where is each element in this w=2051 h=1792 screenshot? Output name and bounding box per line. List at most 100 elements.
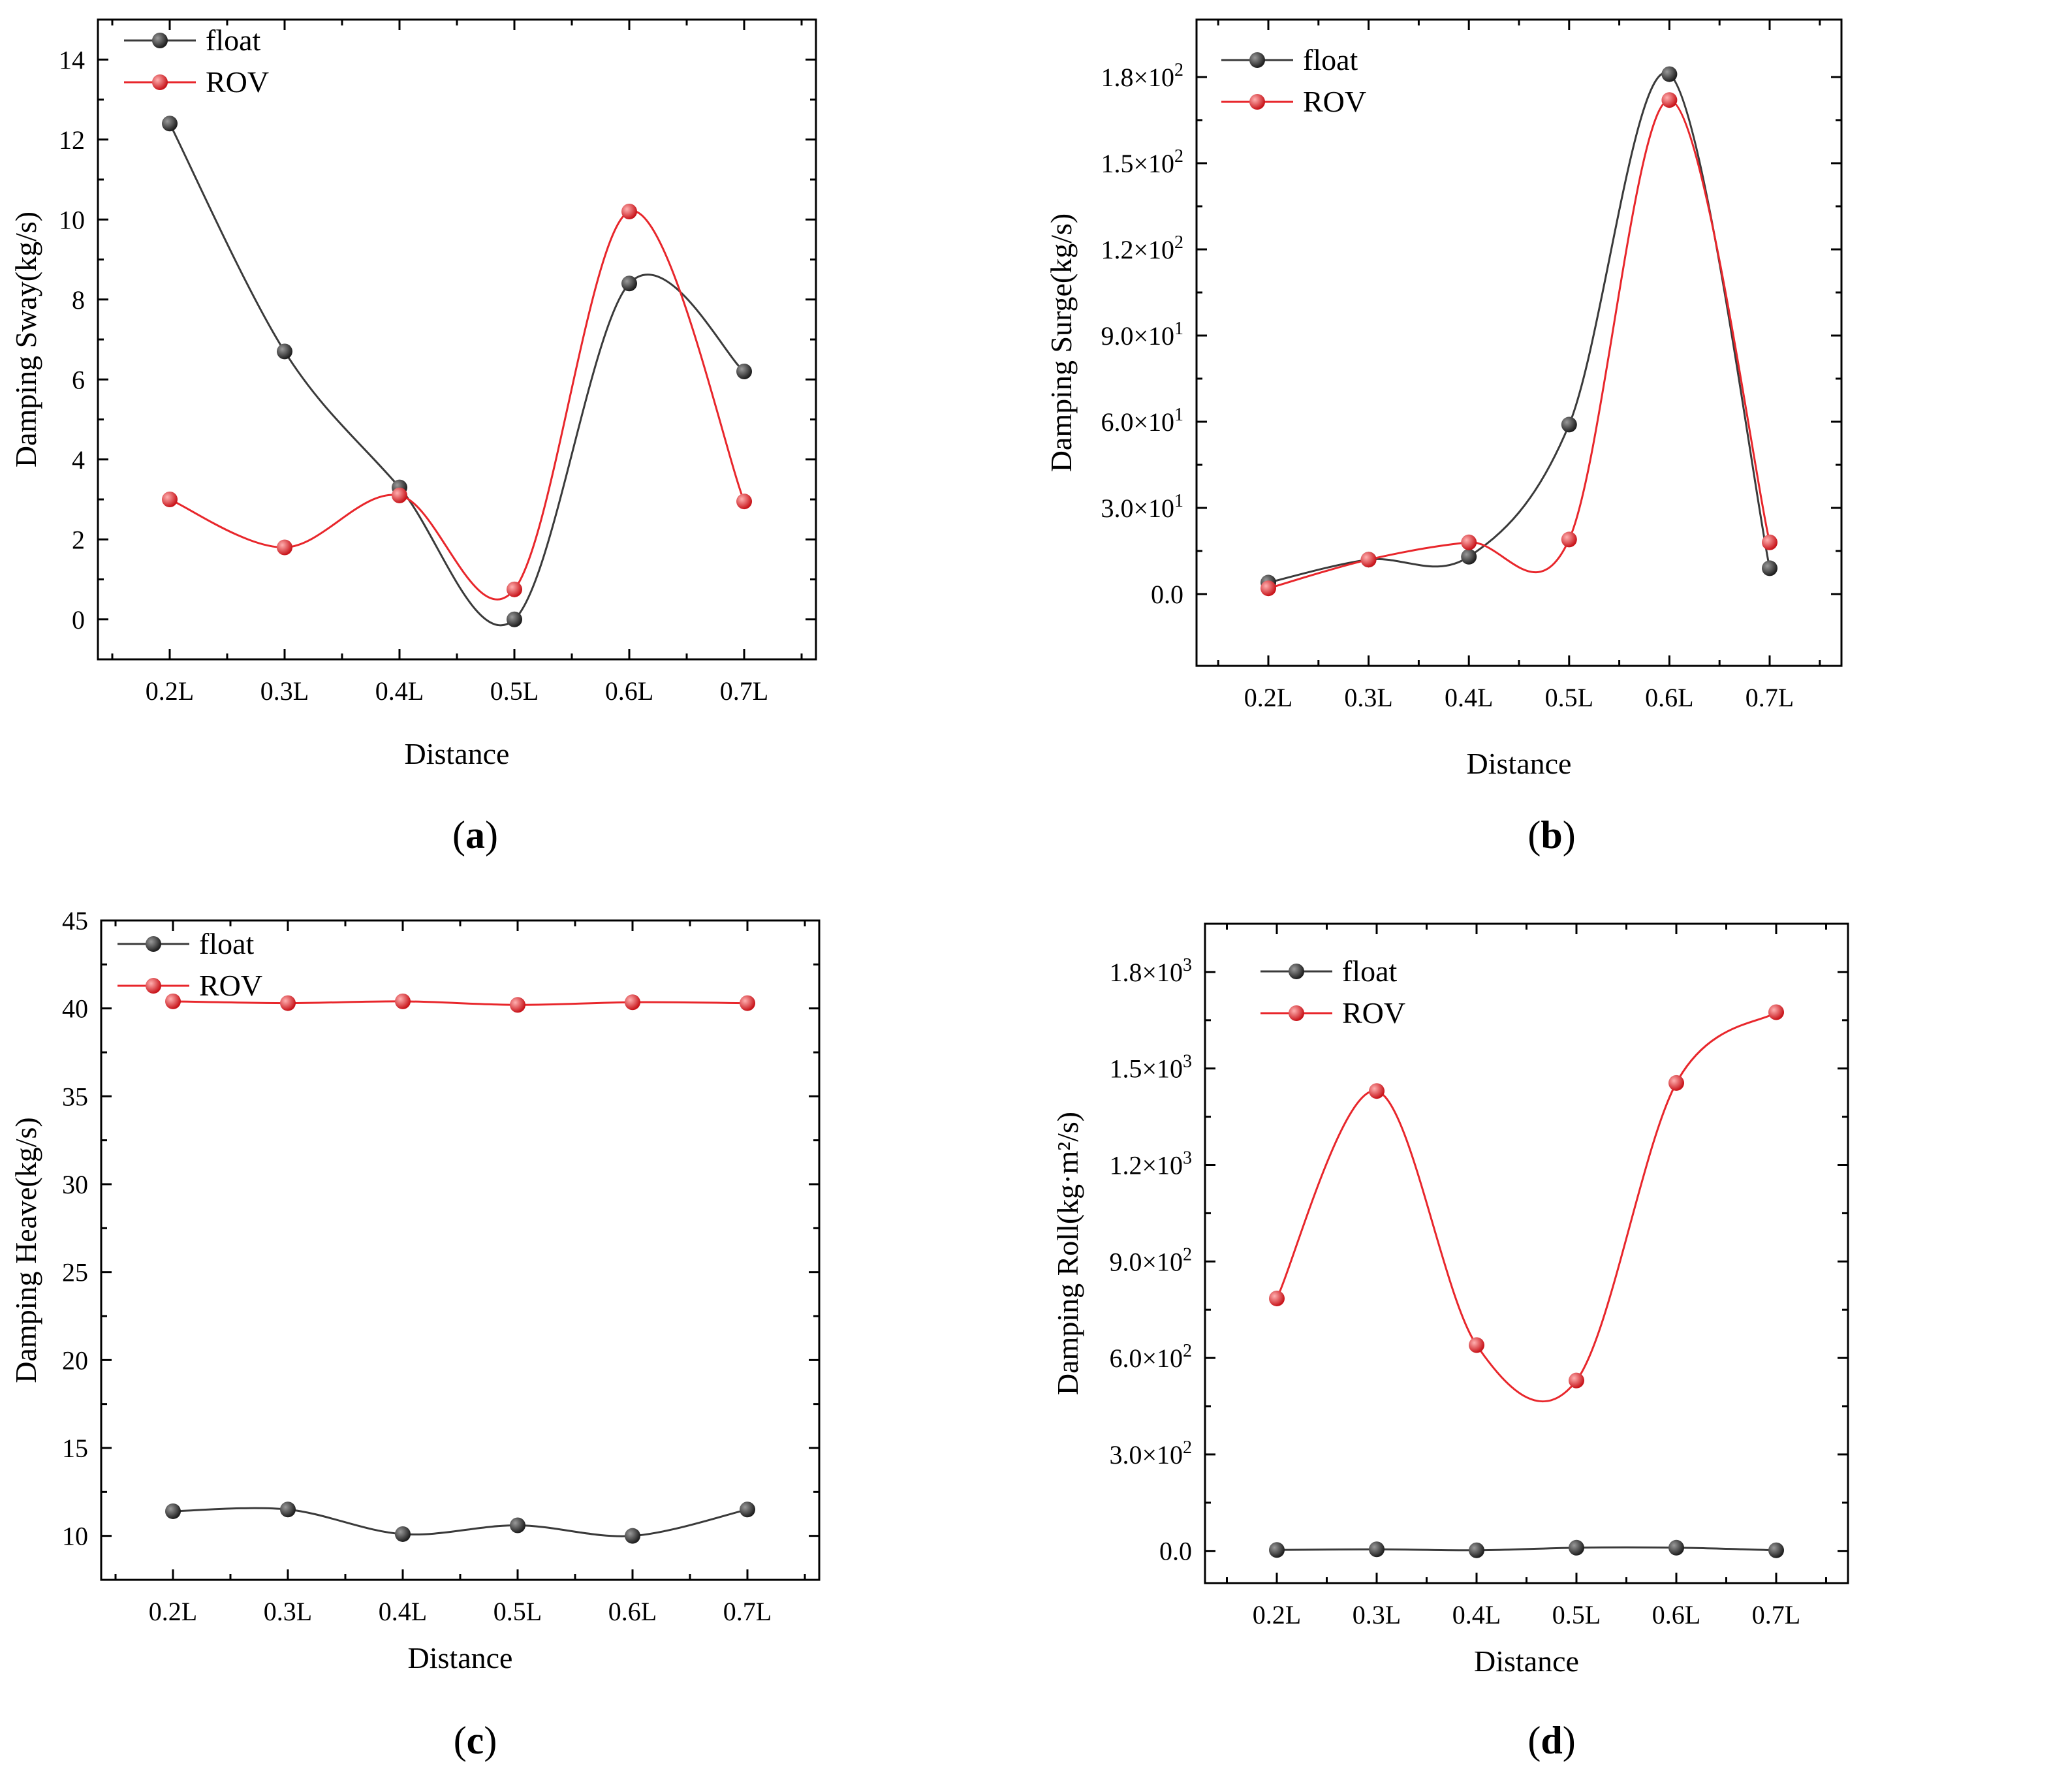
y-tick-label-c: 15 (62, 1434, 88, 1463)
series-line-float-d (1276, 1546, 1777, 1552)
data-point-rov-b (1561, 531, 1577, 548)
data-point-rov-b (1762, 534, 1777, 550)
y-axis-label-d: Damping Roll(kg·m²/s) (1051, 1112, 1084, 1395)
y-tick-label-d: 1.8×103 (1109, 955, 1192, 987)
data-point-rov-a (621, 204, 637, 219)
chart-c-svg: 10 15 20 25 30 35 40 45 0.2L 0.3L 0.4L 0.5L 0.6L 0.7L… (9, 906, 821, 1674)
y-tick-label-b: 1.5×102 (1101, 146, 1183, 178)
y-tick-label-c: 25 (62, 1258, 88, 1287)
data-point-rov-d (1369, 1083, 1385, 1099)
data-point-float-c (510, 1517, 525, 1533)
y-tick-label-a: 6 (72, 365, 85, 394)
data-point-float-d (1269, 1542, 1285, 1558)
data-point-float-c (740, 1501, 755, 1518)
caption-b: (b) (1527, 813, 1576, 857)
x-axis-label-b: Distance (1467, 747, 1572, 780)
y-tick-label-d: 1.2×103 (1109, 1148, 1192, 1180)
data-point-float-c (280, 1501, 296, 1518)
y-axis-label-b: Damping Surge(kg/s) (1044, 213, 1078, 473)
x-tick-label-c: 0.6L (608, 1597, 657, 1626)
data-point-float-a (277, 343, 292, 360)
data-point-rov-d (1469, 1337, 1484, 1353)
data-point-float-d (1569, 1539, 1584, 1556)
series-line-rov-b (1268, 99, 1771, 589)
y-tick-label-a: 8 (72, 285, 85, 315)
chart-a-svg: 0 2 4 6 8 10 12 14 0.2L 0.3L 0.4L 0.5L 0.6L 0.7L Dista… (9, 18, 817, 770)
data-point-rov-a (277, 539, 292, 556)
x-axis-label-a: Distance (405, 737, 510, 770)
legend-label-float-a: float (206, 24, 261, 57)
legend-marker-rov-b (1249, 94, 1265, 110)
series-line-float-a (168, 123, 745, 627)
series-line-rov-a (169, 210, 745, 601)
x-tick-label-d: 0.6L (1652, 1600, 1700, 1629)
y-tick-label-d: 1.5×103 (1109, 1052, 1192, 1084)
x-tick-label-a: 0.3L (260, 676, 309, 706)
x-tick-label-d: 0.4L (1452, 1600, 1501, 1629)
x-tick-label-c: 0.7L (723, 1597, 772, 1626)
data-point-rov-a (507, 581, 522, 597)
data-point-float-a (507, 611, 522, 627)
data-point-rov-c (510, 997, 525, 1013)
data-point-rov-d (1569, 1372, 1584, 1389)
x-tick-label-a: 0.2L (146, 676, 194, 706)
x-tick-label-a: 0.6L (605, 676, 653, 706)
legend-label-float-b: float (1303, 43, 1358, 76)
data-point-float-c (165, 1503, 181, 1519)
data-point-rov-d (1269, 1290, 1285, 1306)
y-tick-label-b: 3.0×101 (1101, 491, 1183, 523)
y-tick-label-a: 0 (72, 605, 85, 635)
x-tick-label-c: 0.5L (493, 1597, 542, 1626)
data-point-float-d (1768, 1542, 1784, 1558)
legend-label-float-c: float (199, 927, 255, 960)
data-point-float-b (1661, 66, 1678, 82)
data-point-float-d (1668, 1539, 1684, 1556)
x-tick-label-d: 0.7L (1752, 1600, 1800, 1629)
chart-panel-c: 10 15 20 25 30 35 40 45 0.2L 0.3L 0.4L 0.5L 0.6L 0.7L… (0, 894, 1018, 1792)
x-tick-label-d: 0.3L (1353, 1600, 1401, 1629)
x-tick-label-c: 0.3L (264, 1597, 312, 1626)
data-point-rov-a (162, 492, 178, 507)
data-point-rov-c (625, 994, 640, 1011)
data-point-rov-b (1260, 580, 1276, 597)
x-tick-label-c: 0.4L (379, 1597, 427, 1626)
data-point-float-b (1461, 548, 1477, 565)
data-point-rov-c (395, 993, 411, 1009)
legend-label-rov-a: ROV (206, 65, 269, 99)
y-tick-label-d: 6.0×102 (1109, 1341, 1192, 1373)
caption-a: (a) (452, 813, 498, 857)
data-point-float-b (1762, 560, 1777, 576)
legend-marker-float-a (152, 33, 168, 48)
chart-b-svg: 0.0 3.0×101 6.0×101 9.0×101 1.2×102 1.5×102 1.… (1044, 18, 1843, 780)
data-point-rov-b (1661, 92, 1678, 108)
y-tick-label-d: 0.0 (1159, 1537, 1192, 1566)
data-point-rov-d (1768, 1004, 1784, 1020)
legend-marker-rov-c (146, 978, 161, 994)
plot-frame-c (100, 919, 821, 1581)
data-point-rov-a (392, 487, 407, 503)
data-point-float-a (621, 275, 637, 292)
y-tick-label-c: 40 (62, 994, 88, 1024)
y-tick-label-a: 10 (59, 205, 85, 234)
data-point-float-a (162, 116, 178, 132)
y-tick-label-a: 12 (59, 125, 85, 155)
legend-marker-float-b (1249, 52, 1265, 68)
x-tick-label-b: 0.3L (1344, 683, 1392, 712)
y-tick-label-b: 1.2×102 (1101, 232, 1183, 264)
plot-frame-b (1195, 18, 1843, 667)
x-tick-label-a: 0.7L (720, 676, 768, 706)
x-tick-label-b: 0.7L (1746, 683, 1794, 712)
data-point-rov-c (740, 995, 755, 1011)
chart-panel-a: 0 2 4 6 8 10 12 14 0.2L 0.3L 0.4L 0.5L 0.6L 0.7L Dista… (0, 0, 1018, 888)
x-tick-label-d: 0.2L (1253, 1600, 1301, 1629)
x-tick-label-a: 0.5L (490, 676, 539, 706)
x-tick-label-b: 0.2L (1244, 683, 1292, 712)
data-point-rov-a (736, 494, 752, 510)
x-tick-label-b: 0.4L (1445, 683, 1493, 712)
y-tick-label-a: 14 (59, 45, 85, 74)
y-tick-label-b: 9.0×101 (1101, 319, 1183, 351)
x-tick-label-d: 0.5L (1552, 1600, 1601, 1629)
x-tick-label-c: 0.2L (149, 1597, 197, 1626)
x-tick-label-b: 0.5L (1545, 683, 1593, 712)
data-point-rov-b (1461, 534, 1477, 550)
